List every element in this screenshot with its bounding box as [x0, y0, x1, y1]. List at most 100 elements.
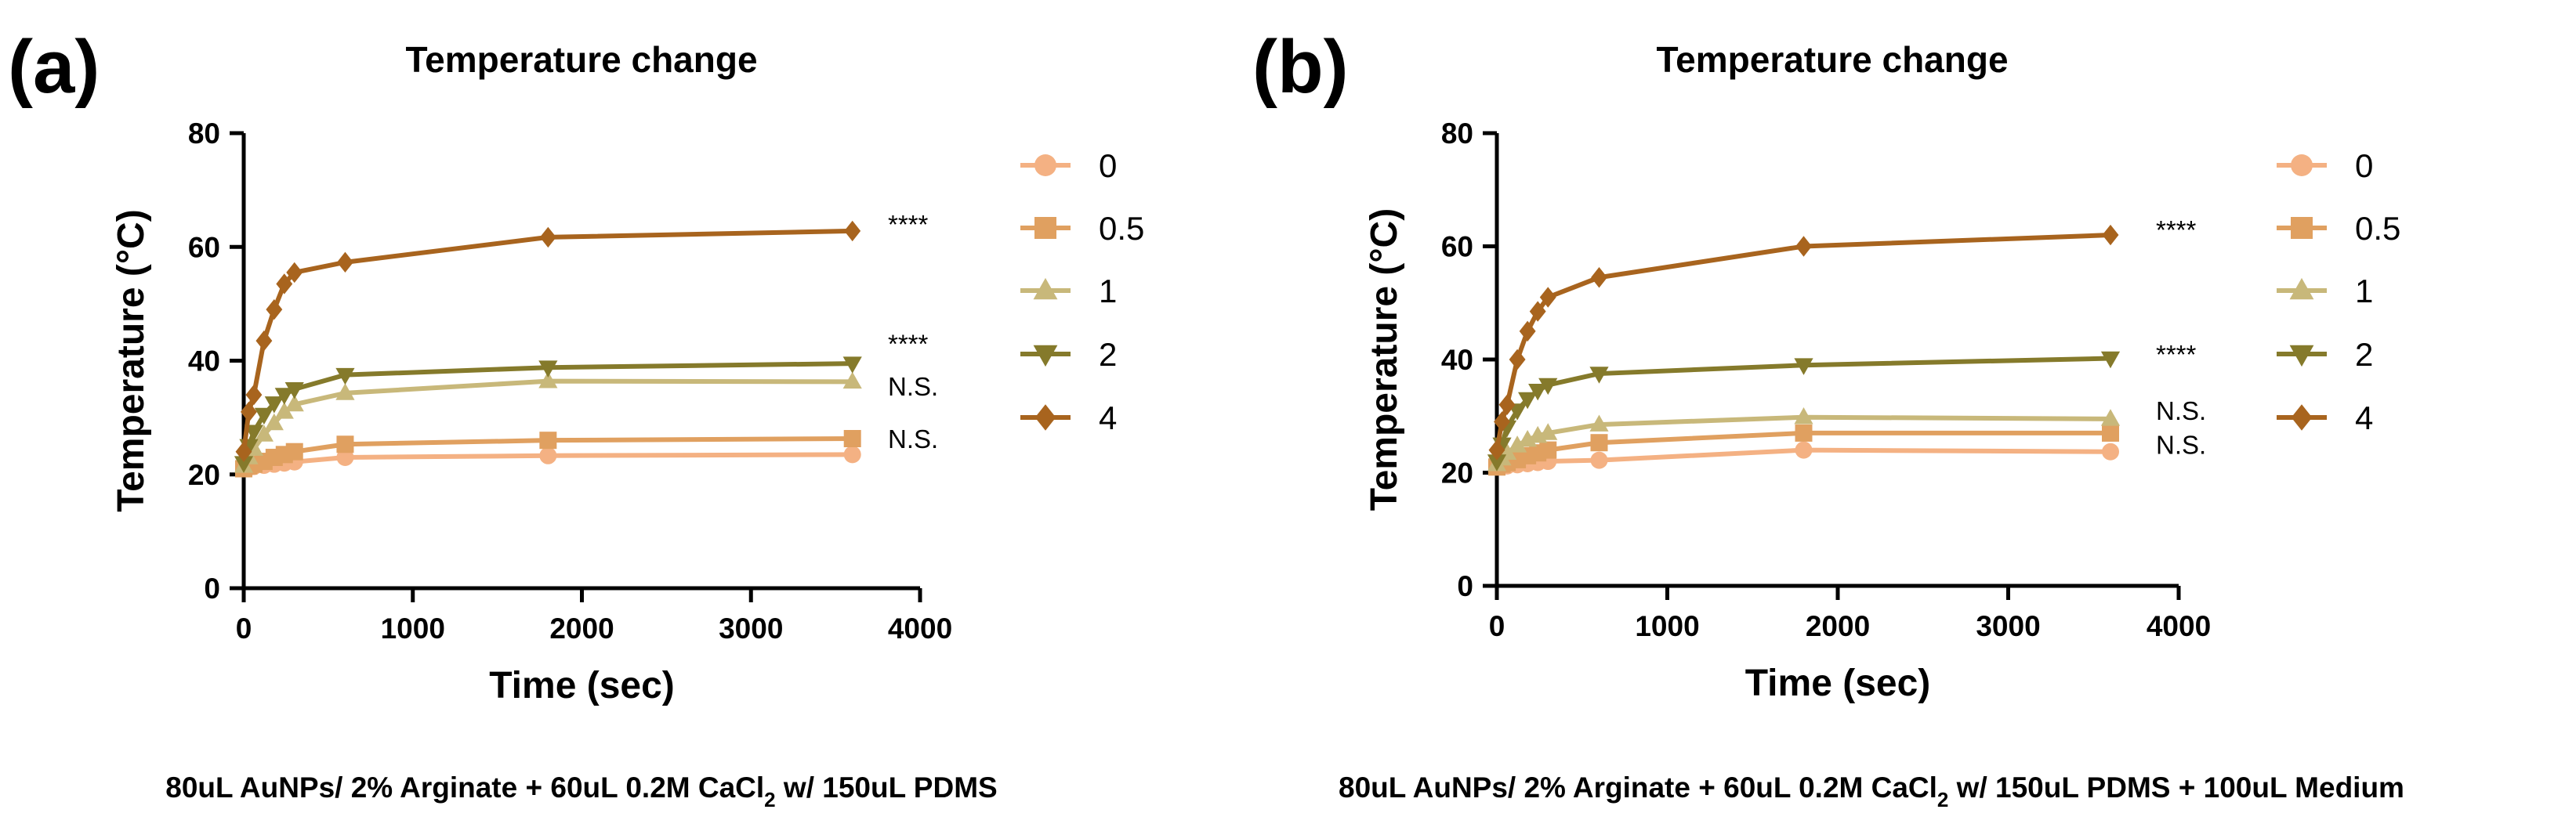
data-point: [2100, 409, 2121, 426]
x-axis-title: Time (sec): [489, 665, 675, 706]
data-point: [1538, 378, 1558, 396]
data-point: [1488, 439, 1505, 461]
x-axis-title: Time (sec): [1745, 663, 1931, 704]
series-line: [241, 228, 853, 453]
significance-label: N.S.: [888, 372, 938, 401]
x-tick-label: 1000: [381, 612, 445, 645]
data-point: [1590, 451, 1608, 469]
data-point: [539, 432, 557, 450]
data-point: [255, 330, 273, 352]
significance-label: N.S.: [2156, 396, 2206, 425]
data-point: [284, 394, 304, 412]
significance-label: N.S.: [888, 425, 938, 453]
data-point: [1519, 320, 1536, 342]
data-point: [264, 413, 284, 431]
data-point: [274, 388, 294, 405]
panel-label: (b): [1252, 25, 1349, 109]
legend-marker: [1033, 345, 1058, 367]
data-point: [1795, 424, 1813, 442]
x-tick-label: 4000: [888, 612, 952, 645]
data-point: [337, 251, 353, 273]
legend-label: 1: [2355, 273, 2373, 309]
data-point: [1589, 367, 1609, 384]
legend-label: 2: [1099, 336, 1117, 373]
legend-label: 4: [1099, 399, 1117, 436]
data-point: [539, 446, 557, 464]
data-point: [1508, 435, 1527, 453]
data-point: [1794, 407, 1813, 425]
series-4: [235, 220, 861, 462]
legend-item: 0: [2277, 147, 2373, 184]
y-tick-label: 40: [188, 345, 220, 378]
x-tick-label: 2000: [1806, 610, 1870, 642]
legend-item: 4: [2277, 399, 2373, 436]
data-point: [335, 383, 355, 400]
data-point: [538, 360, 558, 378]
chart-title: Temperature change: [405, 39, 757, 80]
y-tick-label: 0: [204, 573, 220, 605]
data-point: [241, 401, 257, 423]
data-point: [842, 356, 862, 374]
significance-label: ****: [888, 210, 929, 239]
data-point: [264, 396, 284, 414]
legend-marker: [1034, 217, 1056, 239]
chart-title: Temperature change: [1656, 39, 2008, 80]
x-tick-label: 2000: [549, 612, 614, 645]
x-tick-label: 0: [1489, 610, 1505, 642]
legend-marker: [1034, 154, 1056, 176]
data-point: [1539, 287, 1556, 308]
significance-label: N.S.: [2156, 430, 2206, 459]
y-axis-title: Temperature (°C): [111, 209, 152, 511]
data-point: [1509, 349, 1526, 370]
data-point: [1494, 411, 1510, 432]
x-tick-label: 3000: [719, 612, 783, 645]
data-point: [284, 382, 304, 399]
legend-label: 4: [2355, 399, 2373, 436]
legend-label: 1: [1099, 273, 1117, 309]
data-point: [843, 446, 861, 464]
legend-item: 2: [2277, 336, 2373, 373]
legend-item: 1: [1020, 273, 1117, 309]
data-point: [286, 262, 303, 284]
legend-item: 0.5: [1020, 210, 1144, 247]
legend-marker: [2291, 404, 2313, 431]
data-point: [2102, 224, 2119, 246]
series-0: [235, 446, 861, 478]
data-point: [244, 425, 264, 442]
data-point: [1795, 236, 1812, 257]
data-point: [1590, 434, 1608, 452]
y-tick-label: 20: [188, 459, 220, 491]
data-point: [1538, 423, 1558, 440]
data-point: [1529, 301, 1546, 322]
data-point: [336, 435, 354, 453]
data-point: [274, 402, 294, 419]
data-point: [2102, 443, 2119, 461]
x-tick-label: 1000: [1635, 610, 1699, 642]
series-4: [1488, 224, 2119, 461]
legend-label: 2: [2355, 336, 2373, 373]
data-point: [1487, 454, 1507, 472]
legend-marker: [2289, 345, 2314, 367]
data-point: [254, 425, 274, 442]
y-tick-label: 80: [1441, 117, 1473, 150]
legend-marker: [1033, 277, 1058, 300]
y-tick-label: 40: [1441, 344, 1473, 376]
legend-item: 0: [1020, 147, 1117, 184]
data-point: [1795, 441, 1813, 459]
x-tick-label: 3000: [1976, 610, 2040, 642]
legend-label: 0.5: [1099, 210, 1144, 247]
data-point: [266, 298, 283, 320]
data-point: [1591, 267, 1607, 288]
series-2: [234, 356, 862, 473]
x-tick-label: 0: [236, 612, 252, 645]
data-point: [843, 429, 861, 447]
significance-label: ****: [2156, 215, 2197, 244]
significance-label: ****: [888, 330, 929, 359]
legend-item: 1: [2277, 273, 2373, 309]
data-point: [235, 441, 252, 462]
data-point: [1539, 441, 1557, 459]
legend-item: 4: [1020, 399, 1117, 436]
data-point: [539, 226, 556, 248]
legend-label: 0: [1099, 147, 1117, 184]
